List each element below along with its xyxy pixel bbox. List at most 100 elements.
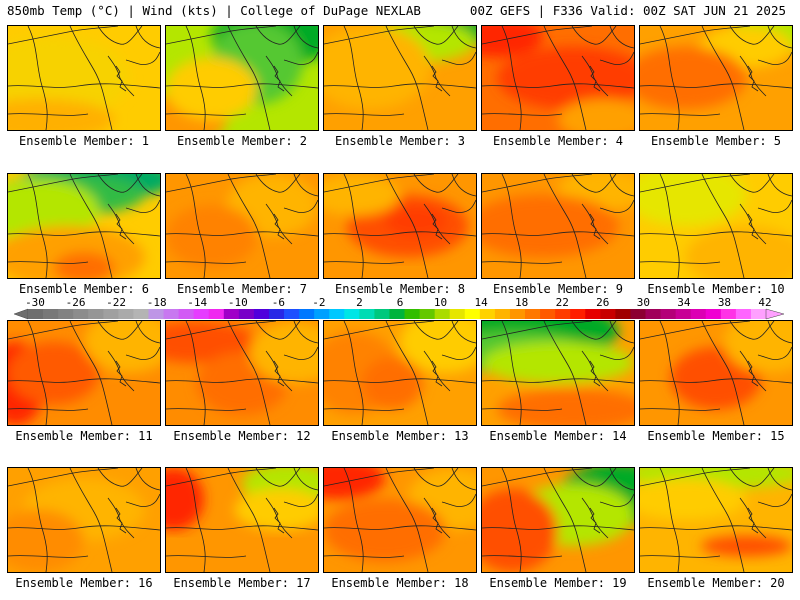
boundary-line [659,468,680,572]
boundary-line [423,497,451,539]
boundary-line [324,468,435,487]
boundary-line [255,321,301,340]
boundary-line [482,525,634,531]
colorbar-swatch [645,309,661,319]
boundary-line [115,65,127,92]
boundary-line [273,507,285,534]
boundary-line [747,65,759,92]
colorbar-swatch [344,309,360,319]
member-label: Ensemble Member: 5 [650,134,782,148]
colorbar-swatch [735,309,752,319]
boundary-line [8,113,89,116]
boundary-line [659,321,680,425]
boundary-line [343,321,364,425]
boundary-line [757,51,792,65]
boundary-line [482,378,634,384]
colorbar-tick-label: -18 [146,296,167,309]
boundary-line [107,497,135,539]
boundary-line [8,378,160,384]
boundary-line [482,231,634,237]
member-map-panel [481,320,635,426]
boundary-line [482,26,593,45]
member-label: Ensemble Member: 9 [492,282,624,296]
boundary-line [385,468,429,572]
member-label: Ensemble Member: 2 [176,134,308,148]
boundary-line [385,321,429,425]
member-map-panel [7,173,161,279]
boundary-line [739,350,767,392]
boundary-line [324,555,405,558]
boundary-line [8,321,119,340]
temperature-field [482,468,634,572]
boundary-line [543,468,587,572]
boundary-line [482,555,563,558]
boundary-line [640,378,792,384]
colorbar-swatch [103,309,119,319]
boundary-line [413,321,459,340]
temperature-field [640,174,792,278]
member-map-panel [481,25,635,131]
boundary-line [166,113,247,116]
boundary-line [97,468,143,487]
boundary-line [185,468,206,572]
member-map-panel [7,467,161,573]
colorbar-swatch [253,309,270,319]
boundary-line [293,321,318,344]
temperature-region [700,535,792,557]
boundary-line [640,321,751,340]
boundary-line [283,199,318,213]
boundary-line [135,321,160,344]
temperature-colorbar [14,308,785,320]
boundary-line [589,360,601,387]
boundary-line [324,321,435,340]
boundary-line [273,65,285,92]
colorbar-swatch [223,309,240,319]
boundary-line [293,174,318,197]
colorbar-swatch [479,309,496,319]
member-map-panel [481,467,635,573]
boundary-line [166,555,247,558]
colorbar-tick-label: -30 [25,296,45,309]
boundary-line [166,378,318,384]
colorbar-swatch [88,309,104,319]
member-map-panel [165,173,319,279]
colorbar-tick-label: 14 [474,296,488,309]
boundary-line [265,497,293,539]
boundary-line [599,199,634,213]
colorbar-swatch [555,309,571,319]
boundary-line [589,213,601,240]
boundary-line [640,113,721,116]
colorbar-swatch [464,309,481,319]
member-label: Ensemble Member: 13 [331,429,469,443]
colorbar-swatch [284,309,300,319]
colorbar-swatch [720,309,737,319]
boundary-line [609,26,634,49]
boundary-line [265,350,293,392]
member-map-panel [165,25,319,131]
boundary-line [739,55,767,97]
boundary-line [482,83,634,89]
temperature-field [8,26,160,130]
boundary-line [729,26,775,45]
temperature-region [324,499,446,562]
colorbar-swatch [28,309,44,319]
boundary-line [729,321,775,340]
boundary-line [729,468,775,487]
boundary-line [166,408,247,411]
member-map-panel [323,25,477,131]
boundary-line [701,174,745,278]
boundary-line [431,65,443,92]
temperature-region [497,46,634,110]
boundary-line [599,346,634,360]
boundary-line [589,507,601,534]
boundary-line [581,497,609,539]
boundary-line [701,26,745,130]
boundary-line [97,174,143,193]
colorbar-swatch [43,309,59,319]
colorbar-swatch [73,309,89,319]
boundary-line [27,26,48,130]
boundary-line [482,113,563,116]
colorbar-tick-label: -2 [312,296,326,309]
colorbar-high-arrow [765,308,785,320]
colorbar-swatch [660,309,677,319]
